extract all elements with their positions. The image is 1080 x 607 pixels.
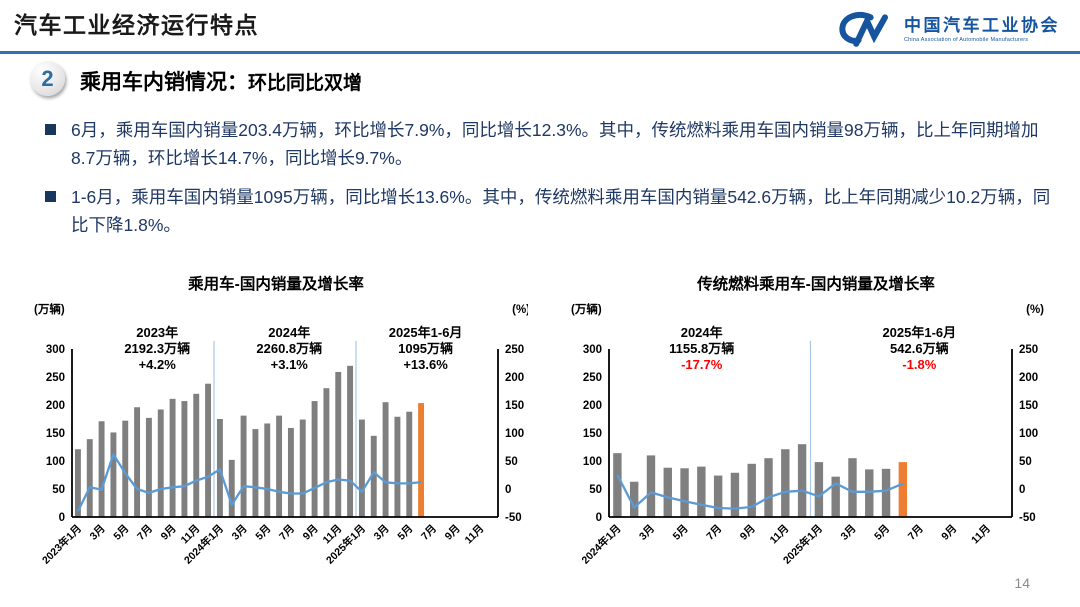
svg-text:2024年1月: 2024年1月 <box>579 522 624 567</box>
svg-text:9月: 9月 <box>443 523 463 543</box>
section-heading-sub: 环比同比双增 <box>248 73 363 94</box>
svg-text:100: 100 <box>505 428 524 440</box>
svg-text:150: 150 <box>1019 400 1038 412</box>
svg-text:200: 200 <box>1019 372 1038 384</box>
bullet-square-icon <box>45 191 56 202</box>
svg-text:2025年1-6月: 2025年1-6月 <box>389 325 463 340</box>
svg-text:2023年: 2023年 <box>136 325 178 340</box>
svg-text:50: 50 <box>1019 456 1032 468</box>
svg-text:-17.7%: -17.7% <box>681 357 723 372</box>
svg-text:5月: 5月 <box>253 523 273 543</box>
svg-text:250: 250 <box>46 372 65 384</box>
svg-text:+3.1%: +3.1% <box>271 357 309 372</box>
svg-text:2023年1月: 2023年1月 <box>39 522 84 567</box>
logo-org-name-en: China Association of Automobile Manufact… <box>904 37 1029 44</box>
svg-text:200: 200 <box>46 400 65 412</box>
logo-org-name-cn: 中国汽车工业协会 <box>904 15 1060 35</box>
svg-text:1095万辆: 1095万辆 <box>398 341 453 356</box>
svg-text:300: 300 <box>583 344 602 356</box>
caam-logo: 中国汽车工业协会 China Association of Automobile… <box>837 10 1060 50</box>
caam-logo-text: 中国汽车工业协会 China Association of Automobile… <box>904 15 1060 44</box>
svg-text:542.6万辆: 542.6万辆 <box>890 341 949 356</box>
page-number: 14 <box>1014 575 1030 591</box>
caam-logo-mark-icon <box>839 12 888 47</box>
svg-text:(%): (%) <box>512 304 528 316</box>
svg-text:+4.2%: +4.2% <box>139 357 177 372</box>
svg-text:5月: 5月 <box>111 523 131 543</box>
svg-text:2024年: 2024年 <box>681 325 723 340</box>
svg-text:-50: -50 <box>1019 512 1036 524</box>
svg-text:3月: 3月 <box>230 523 250 543</box>
svg-text:7月: 7月 <box>906 523 926 543</box>
bullet-item: 6月，乘用车国内销量203.4万辆，环比增长7.9%，同比增长12.3%。其中，… <box>44 116 1052 172</box>
svg-text:(万辆): (万辆) <box>571 302 602 316</box>
chart-title: 乘用车-国内销量及增长率 <box>188 276 364 293</box>
svg-text:7月: 7月 <box>419 523 439 543</box>
svg-text:5月: 5月 <box>395 523 415 543</box>
svg-text:5月: 5月 <box>872 523 892 543</box>
svg-text:50: 50 <box>52 484 65 496</box>
svg-text:200: 200 <box>505 372 524 384</box>
svg-text:0: 0 <box>505 484 511 496</box>
bullet-square-icon <box>45 124 56 135</box>
bullet-item: 1-6月，乘用车国内销量1095万辆，同比增长13.6%。其中，传统燃料乘用车国… <box>44 183 1052 239</box>
svg-text:200: 200 <box>583 400 602 412</box>
svg-text:150: 150 <box>46 428 65 440</box>
svg-text:3月: 3月 <box>637 523 657 543</box>
svg-text:-1.8%: -1.8% <box>902 357 936 372</box>
svg-text:+13.6%: +13.6% <box>403 357 448 372</box>
svg-text:150: 150 <box>505 400 524 412</box>
svg-text:9月: 9月 <box>301 523 321 543</box>
chart-traditional-fuel-sales: 传统燃料乘用车-国内销量及增长率 (万辆) (%) 300 250 200 150 100 5… <box>556 272 1068 595</box>
bullet-text: 6月，乘用车国内销量203.4万辆，环比增长7.9%，同比增长12.3%。其中，… <box>71 120 1039 168</box>
svg-text:50: 50 <box>589 484 602 496</box>
svg-text:9月: 9月 <box>738 523 758 543</box>
svg-text:1155.8万辆: 1155.8万辆 <box>669 341 734 356</box>
svg-text:300: 300 <box>46 344 65 356</box>
bullet-text: 1-6月，乘用车国内销量1095万辆，同比增长13.6%。其中，传统燃料乘用车国… <box>71 187 1051 235</box>
svg-text:100: 100 <box>46 456 65 468</box>
svg-text:9月: 9月 <box>159 523 179 543</box>
svg-text:0: 0 <box>596 512 602 524</box>
svg-text:(%): (%) <box>1026 304 1044 316</box>
svg-text:3月: 3月 <box>372 523 392 543</box>
section-heading-main: 乘用车内销情况： <box>80 71 248 94</box>
section-heading: 乘用车内销情况：环比同比双增 <box>80 66 362 96</box>
svg-text:(万辆): (万辆) <box>34 302 65 316</box>
svg-text:2192.3万辆: 2192.3万辆 <box>124 341 190 356</box>
chart-passenger-car-sales: 乘用车-国内销量及增长率 (万辆) (%) 300 250 200 150 100 50 0 25… <box>16 272 528 595</box>
chart-title: 传统燃料乘用车-国内销量及增长率 <box>697 276 935 293</box>
svg-text:50: 50 <box>505 456 518 468</box>
svg-text:150: 150 <box>583 428 602 440</box>
svg-text:3月: 3月 <box>88 523 108 543</box>
svg-text:250: 250 <box>583 372 602 384</box>
svg-text:5月: 5月 <box>671 523 691 543</box>
bullet-list: 6月，乘用车国内销量203.4万辆，环比增长7.9%，同比增长12.3%。其中，… <box>44 116 1052 250</box>
svg-text:7月: 7月 <box>277 523 297 543</box>
header-divider <box>0 51 1080 54</box>
svg-text:11月: 11月 <box>768 523 792 547</box>
svg-text:7月: 7月 <box>135 523 155 543</box>
slide-title: 汽车工业经济运行特点 <box>14 12 259 38</box>
svg-text:2024年: 2024年 <box>268 325 310 340</box>
svg-text:0: 0 <box>1019 484 1025 496</box>
svg-text:9月: 9月 <box>939 523 959 543</box>
svg-text:0: 0 <box>59 512 65 524</box>
combo-chart-canvas: (万辆) (%) 300 250 200 150 100 50 0 250 200 150 100 50 0… <box>571 302 1044 567</box>
svg-text:2260.8万辆: 2260.8万辆 <box>256 341 322 356</box>
section-number-badge: 2 <box>30 61 65 96</box>
svg-text:100: 100 <box>583 456 602 468</box>
svg-text:3月: 3月 <box>839 523 859 543</box>
svg-text:7月: 7月 <box>704 523 724 543</box>
svg-text:2025年1-6月: 2025年1-6月 <box>882 325 956 340</box>
combo-chart-canvas: (万辆) (%) 300 250 200 150 100 50 0 250 200 150 100 50 0… <box>34 302 528 567</box>
svg-text:250: 250 <box>505 344 524 356</box>
svg-text:11月: 11月 <box>969 523 993 547</box>
svg-text:11月: 11月 <box>463 523 487 547</box>
svg-text:-50: -50 <box>505 512 522 524</box>
svg-text:250: 250 <box>1019 344 1038 356</box>
svg-text:100: 100 <box>1019 428 1038 440</box>
